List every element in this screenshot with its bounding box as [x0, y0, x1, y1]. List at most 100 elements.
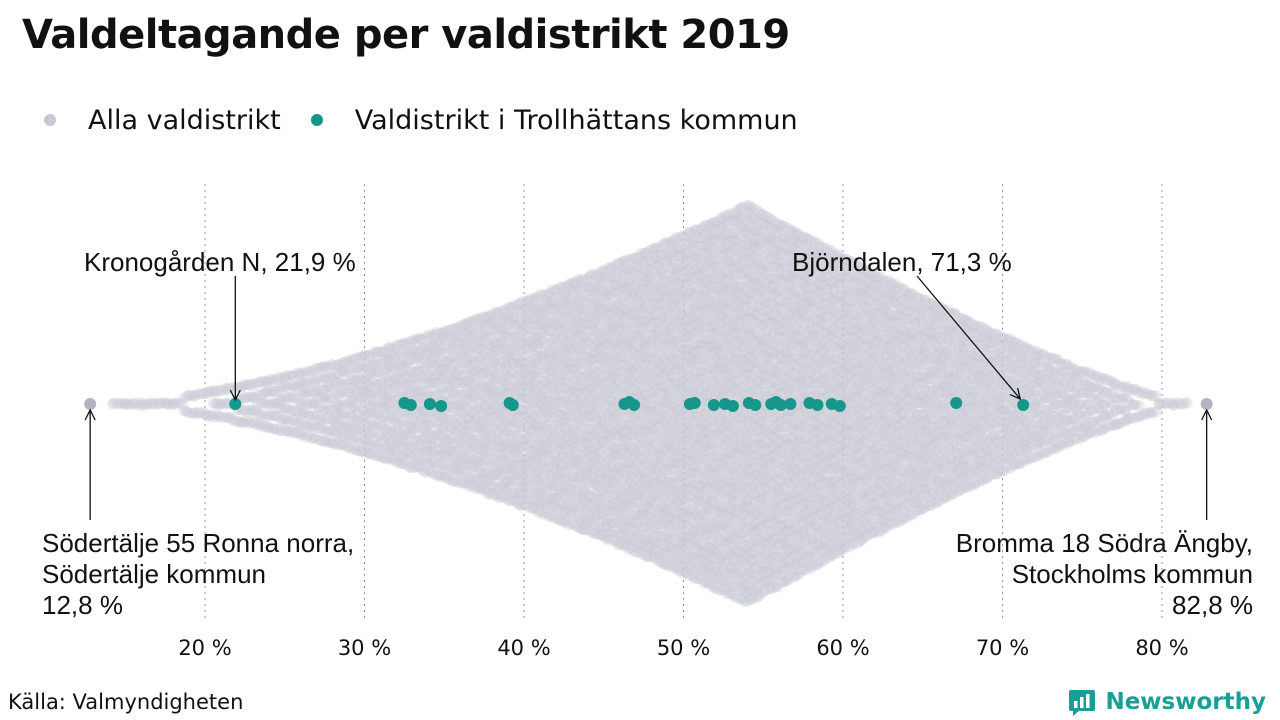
district-point [269, 423, 281, 435]
district-point [332, 388, 344, 400]
district-point [339, 378, 350, 390]
district-point [252, 389, 263, 401]
district-point [347, 444, 358, 456]
district-point [262, 385, 274, 397]
district-point [297, 376, 309, 388]
district-point [205, 410, 217, 422]
district-point [239, 392, 251, 404]
district-point [331, 438, 343, 450]
district-point [293, 427, 305, 439]
district-point [283, 416, 295, 428]
district-point [347, 353, 359, 365]
district-point [178, 392, 190, 404]
district-point [198, 407, 210, 419]
district-point [284, 382, 296, 394]
district-point [343, 365, 355, 377]
district-point [342, 387, 354, 399]
district-point [297, 399, 309, 410]
district-point [300, 431, 312, 443]
district-point [332, 399, 344, 411]
district-point [324, 370, 335, 382]
district-point [322, 381, 334, 393]
district-point [335, 399, 347, 411]
district-point [300, 377, 311, 389]
district-point [353, 382, 365, 393]
district-point [322, 403, 334, 414]
district-point [248, 417, 260, 428]
district-point [255, 376, 267, 388]
district-point [297, 428, 309, 440]
district-point [319, 360, 330, 372]
district-point [224, 412, 236, 423]
district-point [352, 424, 364, 436]
district-point [196, 388, 208, 399]
district-point [220, 383, 231, 394]
district-point [315, 362, 327, 374]
district-point [213, 410, 225, 422]
district-point [299, 388, 311, 400]
district-point [317, 404, 329, 416]
district-point [336, 439, 348, 451]
district-point [119, 397, 131, 409]
district-point [351, 384, 363, 396]
district-point [326, 372, 338, 384]
district-point [334, 429, 346, 441]
district-point [356, 413, 368, 425]
district-point [212, 409, 223, 421]
district-point [161, 398, 173, 410]
legend-marker-all [44, 114, 56, 126]
district-point [256, 398, 268, 410]
district-point [321, 372, 333, 384]
swarm-all-districts [84, 200, 1213, 607]
district-point [249, 392, 261, 404]
district-point [316, 415, 328, 427]
district-point [351, 392, 362, 404]
district-point [288, 414, 300, 426]
district-point [288, 427, 300, 439]
district-point [315, 423, 327, 435]
district-point [263, 399, 274, 411]
district-point [336, 379, 347, 391]
district-point [342, 398, 354, 410]
district-point [271, 410, 283, 422]
legend-item-all: Alla valdistrikt [44, 105, 281, 136]
district-point [305, 365, 317, 377]
district-point [236, 416, 248, 428]
legend-item-trollhattan: Valdistrikt i Trollhättans kommun [310, 105, 798, 136]
district-point [356, 402, 368, 414]
district-point [220, 412, 232, 423]
district-point [312, 362, 324, 374]
district-point [290, 393, 302, 405]
district-point [353, 391, 365, 403]
district-point [168, 397, 180, 409]
district-point [268, 410, 280, 421]
district-point [306, 397, 318, 409]
district-point [158, 397, 170, 409]
district-point [313, 422, 324, 434]
district-point [257, 397, 269, 409]
district-point [305, 420, 317, 432]
district-point [266, 385, 278, 397]
district-point [340, 366, 352, 378]
district-point [183, 389, 194, 401]
district-point [353, 435, 365, 447]
district-point [349, 362, 361, 374]
district-point [241, 406, 252, 417]
district-point [324, 361, 336, 372]
district-point [354, 361, 366, 373]
district-point [294, 388, 306, 400]
district-point [243, 417, 255, 429]
district-point [229, 415, 241, 427]
district-point [286, 405, 298, 416]
district-point [286, 414, 298, 426]
district-point [140, 398, 152, 410]
district-point [315, 434, 327, 446]
district-point [309, 398, 321, 410]
district-point [343, 441, 355, 453]
district-point [351, 352, 363, 364]
district-point [351, 444, 363, 456]
district-point [335, 387, 347, 398]
district-point [290, 417, 302, 429]
district-point [178, 405, 190, 417]
district-point [249, 418, 261, 430]
